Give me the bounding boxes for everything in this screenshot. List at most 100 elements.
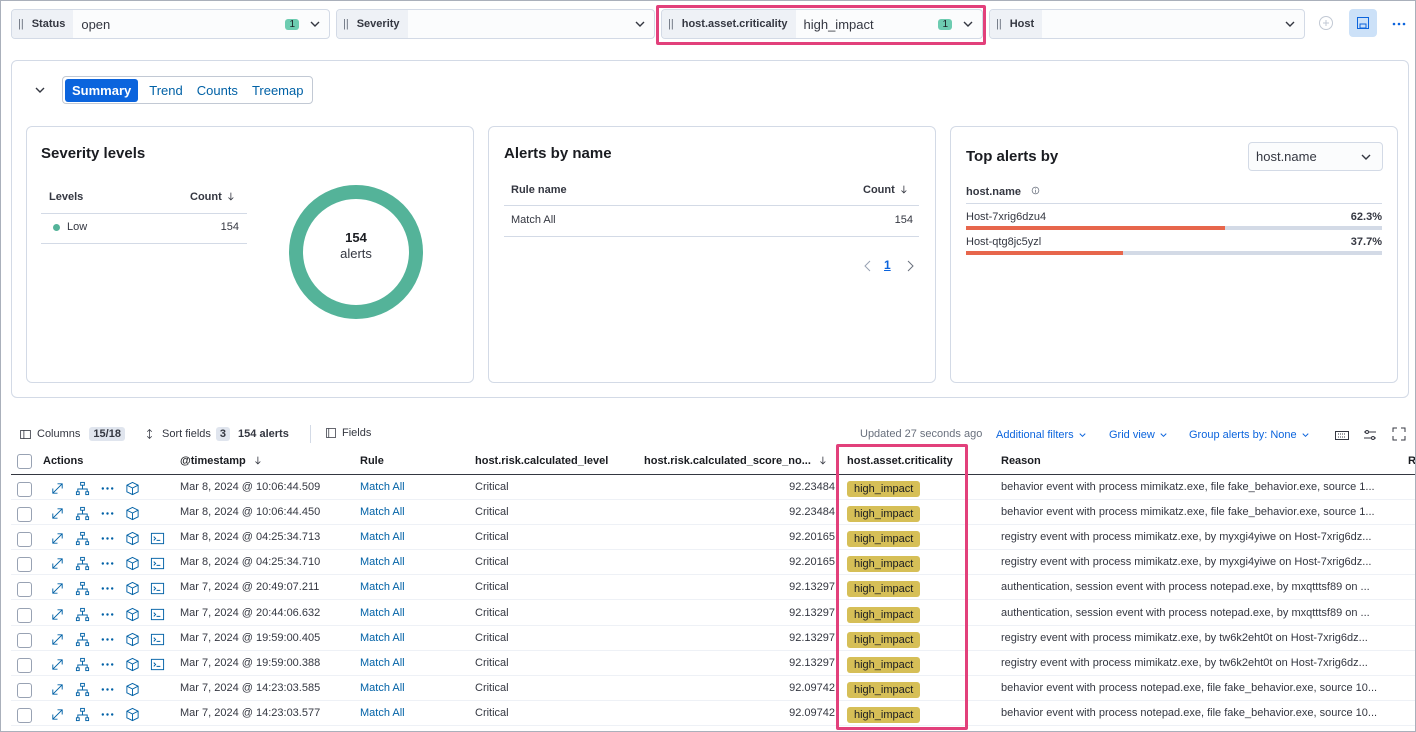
group-by[interactable]: Group alerts by: None (1189, 427, 1311, 443)
keyboard-icon[interactable] (1334, 427, 1350, 443)
cube-action[interactable] (125, 506, 140, 521)
row-checkbox[interactable] (17, 607, 32, 623)
expand-action[interactable] (50, 632, 65, 647)
chevron-down[interactable] (307, 16, 323, 32)
column-header[interactable]: Count (190, 191, 222, 203)
tab[interactable]: Trend (149, 82, 183, 98)
column-header[interactable]: Rule (360, 455, 384, 467)
session-action[interactable] (150, 657, 165, 672)
row-checkbox[interactable] (17, 707, 32, 723)
expand-action[interactable] (50, 481, 65, 496)
chevron-down[interactable] (32, 82, 48, 98)
save-button[interactable] (1349, 9, 1377, 37)
more-button[interactable] (1391, 15, 1407, 31)
cube-action[interactable] (125, 581, 140, 596)
chevron-down[interactable] (1282, 16, 1298, 32)
tab[interactable]: Summary (65, 78, 139, 102)
rule-link[interactable]: Match All (360, 506, 405, 519)
column-header[interactable]: host.risk.calculated_level (475, 455, 609, 467)
row-checkbox[interactable] (17, 532, 32, 548)
sort-button[interactable]: Sort fields 3 154 alerts (145, 427, 289, 441)
expand-action[interactable] (50, 531, 65, 546)
analyze-action[interactable] (75, 607, 90, 622)
cube-action[interactable] (125, 481, 140, 496)
page-number[interactable]: 1 (884, 258, 891, 272)
display-settings-icon[interactable] (1362, 427, 1378, 443)
more-action[interactable] (100, 556, 115, 571)
analyze-action[interactable] (75, 481, 90, 496)
expand-action[interactable] (50, 506, 65, 521)
chevron-down[interactable] (1077, 427, 1088, 443)
more-action[interactable] (100, 682, 115, 697)
cube-action[interactable] (125, 556, 140, 571)
analyze-action[interactable] (75, 506, 90, 521)
filter-control[interactable]: || Severity (336, 9, 655, 39)
rule-link[interactable]: Match All (360, 706, 405, 719)
rule-link[interactable]: Match All (360, 581, 405, 594)
column-header[interactable]: R (1408, 455, 1416, 467)
session-action[interactable] (150, 556, 165, 571)
rule-link[interactable]: Match All (360, 481, 405, 493)
next-page[interactable] (902, 258, 918, 274)
analyze-action[interactable] (75, 657, 90, 672)
analyze-action[interactable] (75, 707, 90, 722)
row-checkbox[interactable] (17, 482, 32, 497)
row-checkbox[interactable] (17, 632, 32, 648)
fields-button[interactable]: Fields (325, 427, 371, 439)
filter-value[interactable]: open (81, 16, 111, 32)
expand-action[interactable] (50, 682, 65, 697)
chevron-down[interactable] (1358, 149, 1374, 165)
add-filter-button[interactable] (1318, 15, 1334, 31)
rule-link[interactable]: Match All (360, 531, 405, 544)
session-action[interactable] (150, 581, 165, 596)
row-checkbox[interactable] (17, 657, 32, 673)
rule-link[interactable]: Match All (360, 681, 405, 694)
tab[interactable]: Counts (196, 82, 238, 98)
chevron-down[interactable] (1300, 427, 1311, 443)
header-checkbox[interactable] (17, 454, 32, 469)
column-header[interactable]: host.asset.criticality (847, 455, 953, 467)
expand-action[interactable] (50, 607, 65, 622)
more-action[interactable] (100, 481, 115, 496)
expand-action[interactable] (50, 657, 65, 672)
additional-filters[interactable]: Additional filters (996, 427, 1088, 443)
expand-action[interactable] (50, 581, 65, 596)
chevron-down[interactable] (632, 16, 648, 32)
grid-view[interactable]: Grid view (1109, 427, 1169, 443)
cube-action[interactable] (125, 607, 140, 622)
session-action[interactable] (150, 632, 165, 647)
columns-button[interactable]: Columns 15/18 (19, 427, 125, 441)
row-checkbox[interactable] (17, 582, 32, 598)
analyze-action[interactable] (75, 581, 90, 596)
analyze-action[interactable] (75, 632, 90, 647)
cube-action[interactable] (125, 682, 140, 697)
row-checkbox[interactable] (17, 557, 32, 573)
chevron-down[interactable] (960, 16, 976, 32)
filter-control[interactable]: || host.asset.criticality high_impact 1 (661, 9, 983, 39)
column-header[interactable]: @timestamp (180, 455, 246, 467)
more-action[interactable] (100, 607, 115, 622)
analyze-action[interactable] (75, 682, 90, 697)
column-header[interactable]: Actions (43, 455, 84, 467)
more-action[interactable] (100, 657, 115, 672)
more-action[interactable] (100, 707, 115, 722)
rule-link[interactable]: Match All (360, 631, 405, 644)
column-header[interactable]: Reason (1001, 455, 1041, 467)
rule-link[interactable]: Match All (360, 656, 405, 669)
rule-link[interactable]: Match All (360, 556, 405, 569)
analyze-action[interactable] (75, 556, 90, 571)
column-header[interactable]: host.risk.calculated_score_no... (644, 455, 811, 467)
filter-control[interactable]: || Status open 1 (11, 9, 330, 39)
chevron-down[interactable] (1158, 427, 1169, 443)
cube-action[interactable] (125, 632, 140, 647)
analyze-action[interactable] (75, 531, 90, 546)
more-action[interactable] (100, 581, 115, 596)
fullscreen-icon[interactable] (1391, 426, 1407, 442)
cube-action[interactable] (125, 707, 140, 722)
session-action[interactable] (150, 607, 165, 622)
session-action[interactable] (150, 531, 165, 546)
filter-value[interactable]: high_impact (803, 16, 874, 32)
tab[interactable]: Treemap (251, 82, 304, 98)
expand-action[interactable] (50, 556, 65, 571)
more-action[interactable] (100, 506, 115, 521)
